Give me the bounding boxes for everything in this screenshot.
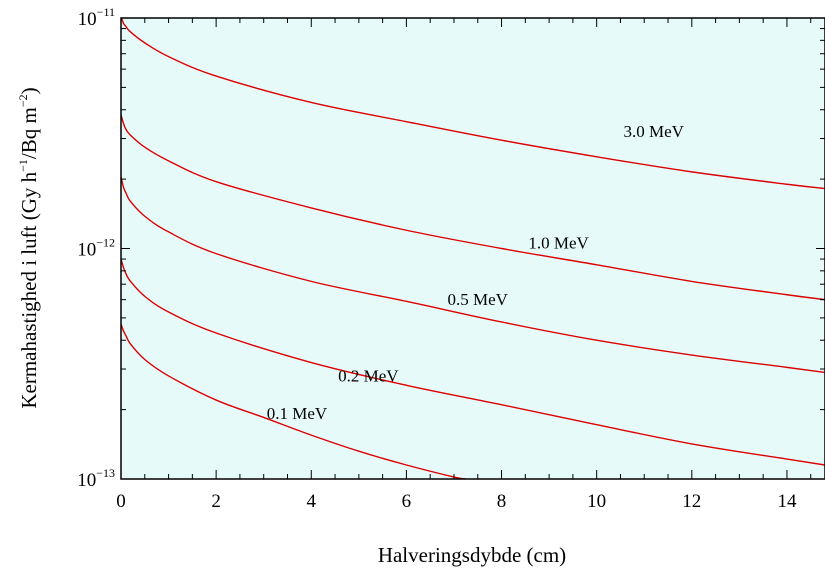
y-axis-label-exp1: −1 bbox=[16, 159, 30, 172]
x-axis-label: Halveringsdybde (cm) bbox=[378, 543, 566, 567]
y-tick-label: 10−12 bbox=[77, 236, 115, 261]
y-axis-label: Kermahastighed i luft (Gy h−1/Bq m−2) bbox=[16, 87, 41, 408]
y-axis-label-end: ) bbox=[17, 87, 41, 94]
x-tick-label: 4 bbox=[307, 491, 317, 512]
series-lines bbox=[121, 18, 825, 479]
series-label: 1.0 MeV bbox=[528, 234, 589, 253]
series-line-3-0-mev bbox=[121, 18, 825, 190]
y-axis-label-base: Kermahastighed i luft (Gy h bbox=[17, 171, 41, 408]
y-axis-label-exp2: −2 bbox=[16, 94, 30, 107]
series-labels: 3.0 MeV 1.0 MeV 0.5 MeV 0.2 MeV 0.1 MeV bbox=[267, 122, 685, 423]
series-label: 0.2 MeV bbox=[338, 366, 399, 385]
series-label: 0.5 MeV bbox=[448, 290, 509, 309]
plot-frame bbox=[120, 17, 825, 480]
plot-background bbox=[121, 18, 825, 479]
series-line-0-1-mev bbox=[121, 323, 466, 479]
y-ticks bbox=[121, 28, 825, 480]
y-tick-label: 10−11 bbox=[78, 5, 115, 30]
series-label: 0.1 MeV bbox=[267, 404, 328, 423]
series-line-0-2-mev bbox=[121, 258, 825, 466]
x-tick-label: 0 bbox=[116, 491, 126, 512]
y-tick-label: 10−13 bbox=[77, 466, 115, 491]
x-tick-label: 10 bbox=[587, 491, 606, 512]
series-line-0-5-mev bbox=[121, 176, 825, 374]
series-line-1-0-mev bbox=[121, 114, 825, 301]
y-axis-label-mid: /Bq m bbox=[17, 107, 41, 159]
x-tick-label: 6 bbox=[402, 491, 412, 512]
x-tick-labels: 0 2 4 6 8 10 12 14 bbox=[116, 491, 797, 512]
x-tick-label: 2 bbox=[211, 491, 221, 512]
series-label: 3.0 MeV bbox=[624, 122, 685, 141]
x-tick-label: 12 bbox=[682, 491, 701, 512]
y-tick-labels: 10−13 10−12 10−11 bbox=[77, 5, 115, 491]
x-tick-label: 14 bbox=[777, 491, 797, 512]
x-tick-label: 8 bbox=[497, 491, 507, 512]
